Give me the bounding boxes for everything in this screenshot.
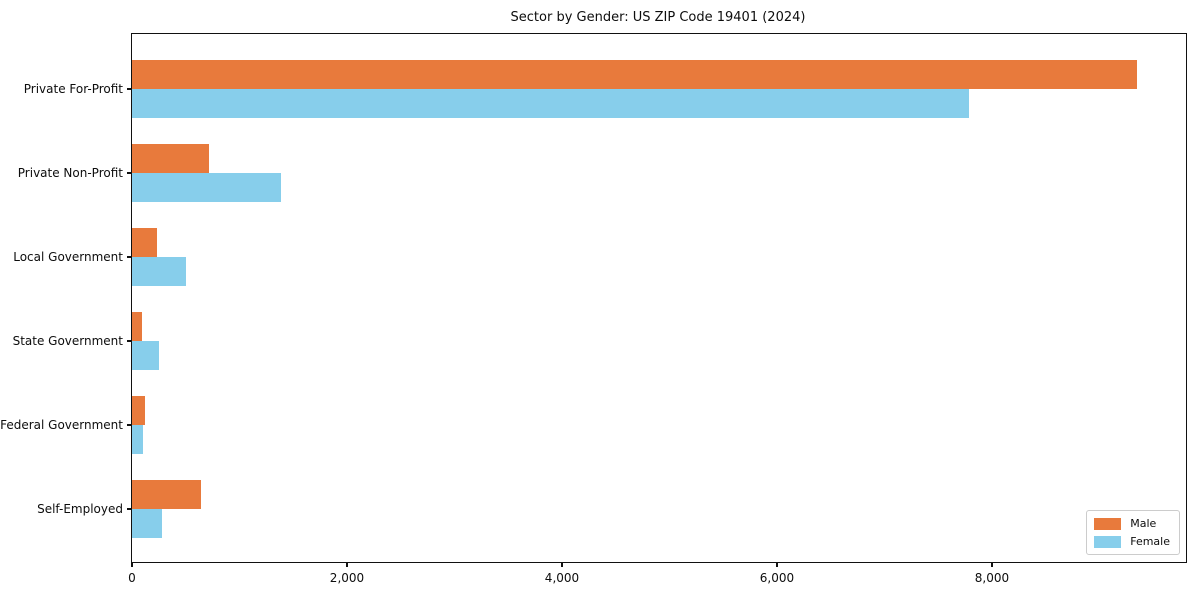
x-tick-label-1: 2,000 <box>329 571 365 585</box>
bar-male-1 <box>132 144 210 173</box>
plot-area: Male Female Private For-Profit Private No… <box>0 33 1187 585</box>
y-tick-4 <box>126 424 131 426</box>
x-tick-label-2: 4,000 <box>544 571 580 585</box>
bar-male-0 <box>132 60 1138 89</box>
category-label-2: Local Government <box>13 250 123 264</box>
female-color-swatch <box>1094 535 1122 548</box>
legend-item-female: Female <box>1094 535 1170 548</box>
male-color-swatch <box>1094 517 1122 530</box>
bar-male-4 <box>132 396 146 425</box>
legend-item-male: Male <box>1094 517 1170 530</box>
bar-female-1 <box>132 173 282 202</box>
legend-label-female: Female <box>1130 535 1170 548</box>
category-label-1: Private Non-Profit <box>17 166 123 180</box>
category-label-4: Federal Government <box>0 418 123 432</box>
bar-female-2 <box>132 257 186 286</box>
bar-male-5 <box>132 480 201 509</box>
category-label-3: State Government <box>12 334 123 348</box>
bar-male-3 <box>132 312 142 341</box>
y-tick-0 <box>126 88 131 90</box>
bar-female-3 <box>132 341 159 370</box>
legend: Male Female <box>1086 510 1180 555</box>
x-tick-2 <box>561 563 563 567</box>
y-tick-3 <box>126 340 131 342</box>
category-label-5: Self-Employed <box>37 502 123 516</box>
bar-female-0 <box>132 89 970 118</box>
x-tick-3 <box>776 563 778 567</box>
y-tick-1 <box>126 172 131 174</box>
x-tick-label-3: 6,000 <box>759 571 795 585</box>
bar-female-4 <box>132 425 143 454</box>
x-tick-label-4: 8,000 <box>974 571 1010 585</box>
category-label-0: Private For-Profit <box>23 82 123 96</box>
chart-title: Sector by Gender: US ZIP Code 19401 (202… <box>510 10 806 25</box>
x-tick-1 <box>346 563 348 567</box>
y-tick-2 <box>126 256 131 258</box>
x-tick-0 <box>131 563 133 567</box>
x-tick-label-0: 0 <box>128 571 136 585</box>
bar-female-5 <box>132 509 162 538</box>
bar-male-2 <box>132 228 157 257</box>
y-tick-5 <box>126 508 131 510</box>
legend-label-male: Male <box>1130 517 1157 530</box>
x-tick-4 <box>991 563 993 567</box>
